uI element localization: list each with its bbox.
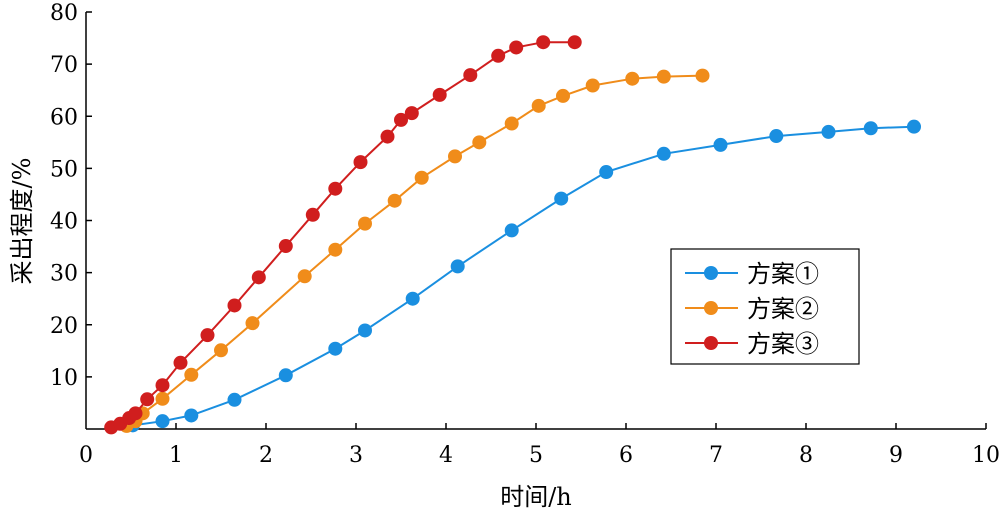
series-3-point bbox=[173, 355, 188, 370]
series-3-point bbox=[227, 298, 242, 313]
series-2-point bbox=[184, 367, 199, 382]
series-3 bbox=[104, 35, 582, 435]
series-3-point bbox=[155, 378, 170, 393]
series-3-point bbox=[404, 106, 419, 121]
legend-item-1: 方案① bbox=[685, 260, 819, 288]
series-1-point bbox=[278, 368, 293, 383]
series-2-point bbox=[387, 193, 402, 208]
x-tick-label: 9 bbox=[889, 443, 903, 468]
series-3-point bbox=[200, 328, 215, 343]
x-tick-label: 7 bbox=[709, 443, 723, 468]
series-1-line bbox=[132, 125, 915, 427]
series-3-point bbox=[278, 239, 293, 254]
y-tick-label: 70 bbox=[50, 53, 78, 78]
y-tick-label: 50 bbox=[50, 157, 78, 182]
series-1-point bbox=[713, 137, 728, 152]
legend-label: 方案① bbox=[747, 260, 819, 288]
series-2 bbox=[119, 68, 710, 433]
series-3-point bbox=[328, 181, 343, 196]
series-1-point bbox=[907, 119, 921, 134]
y-tick-label: 30 bbox=[50, 262, 78, 287]
legend-label: 方案③ bbox=[747, 330, 819, 358]
y-ticks: 10 20 30 40 50 60 70 80 bbox=[50, 1, 92, 391]
series-2-point bbox=[358, 216, 372, 231]
x-tick-label: 2 bbox=[259, 443, 273, 468]
series-3-point bbox=[432, 87, 447, 102]
series-2-point bbox=[448, 149, 462, 164]
series-2-point bbox=[214, 343, 228, 358]
series-2-point bbox=[695, 68, 710, 83]
series-1-point bbox=[155, 414, 170, 429]
series-3-point bbox=[536, 35, 551, 50]
series-1-point bbox=[227, 392, 242, 407]
legend-swatch-marker bbox=[704, 301, 718, 315]
y-tick-label: 10 bbox=[50, 366, 78, 391]
series-2-point bbox=[585, 78, 600, 93]
x-tick-label: 5 bbox=[529, 443, 543, 468]
series-layer bbox=[104, 35, 921, 435]
x-tick-label: 3 bbox=[349, 443, 363, 468]
x-tick-label: 8 bbox=[799, 443, 813, 468]
series-3-point bbox=[251, 270, 266, 285]
series-2-point bbox=[245, 316, 260, 331]
series-2-point bbox=[297, 269, 312, 284]
legend-box bbox=[670, 248, 860, 365]
series-3-point bbox=[305, 207, 320, 222]
y-tick-label: 60 bbox=[50, 105, 78, 130]
series-2-point bbox=[472, 135, 487, 150]
series-1-point bbox=[504, 223, 519, 238]
series-1-point bbox=[656, 146, 671, 161]
series-2-point bbox=[625, 71, 640, 86]
x-tick-label: 0 bbox=[79, 443, 93, 468]
legend-label: 方案② bbox=[747, 295, 819, 323]
y-tick-label: 20 bbox=[50, 314, 78, 339]
series-2-point bbox=[531, 98, 546, 113]
x-tick-label: 1 bbox=[169, 443, 183, 468]
series-1-point bbox=[358, 323, 372, 338]
series-1-point bbox=[554, 191, 569, 206]
x-axis-title: 时间/h bbox=[500, 483, 572, 511]
series-3-point bbox=[463, 68, 478, 83]
x-tick-label: 4 bbox=[439, 443, 453, 468]
series-3-point bbox=[380, 129, 395, 144]
series-3-point bbox=[128, 406, 143, 421]
series-3-point bbox=[140, 392, 155, 407]
legend: 方案① 方案② 方案③ bbox=[670, 248, 860, 365]
series-2-point bbox=[556, 88, 570, 103]
series-3-point bbox=[567, 35, 582, 50]
series-2-point bbox=[155, 391, 170, 406]
series-2-point bbox=[656, 69, 671, 84]
legend-item-3: 方案③ bbox=[685, 330, 819, 358]
y-axis-title: 采出程度/% bbox=[8, 158, 36, 285]
series-3-point bbox=[394, 112, 408, 127]
axes-frame bbox=[85, 12, 986, 430]
series-1 bbox=[125, 119, 921, 433]
series-1-point bbox=[863, 121, 878, 136]
series-3-point bbox=[509, 40, 524, 55]
series-1-point bbox=[184, 408, 199, 423]
series-2-point bbox=[504, 116, 519, 131]
x-ticks: 0 1 2 3 4 5 6 7 8 9 10 bbox=[79, 423, 1000, 468]
series-1-point bbox=[821, 124, 836, 139]
series-1-point bbox=[405, 291, 420, 306]
series-1-point bbox=[328, 341, 343, 356]
y-tick-label: 80 bbox=[50, 1, 78, 26]
legend-item-2: 方案② bbox=[685, 295, 819, 323]
series-1-point bbox=[769, 129, 784, 144]
x-tick-label: 6 bbox=[619, 443, 633, 468]
series-2-point bbox=[328, 242, 343, 257]
legend-swatch-marker bbox=[704, 336, 718, 350]
series-2-point bbox=[414, 170, 429, 185]
x-tick-label: 10 bbox=[972, 443, 1000, 468]
legend-swatch-marker bbox=[704, 266, 718, 280]
series-3-point bbox=[491, 48, 506, 63]
series-1-point bbox=[450, 259, 465, 274]
y-tick-label: 40 bbox=[50, 210, 78, 235]
series-3-point bbox=[353, 155, 368, 170]
series-1-point bbox=[599, 165, 614, 180]
series-2-line bbox=[126, 74, 703, 427]
